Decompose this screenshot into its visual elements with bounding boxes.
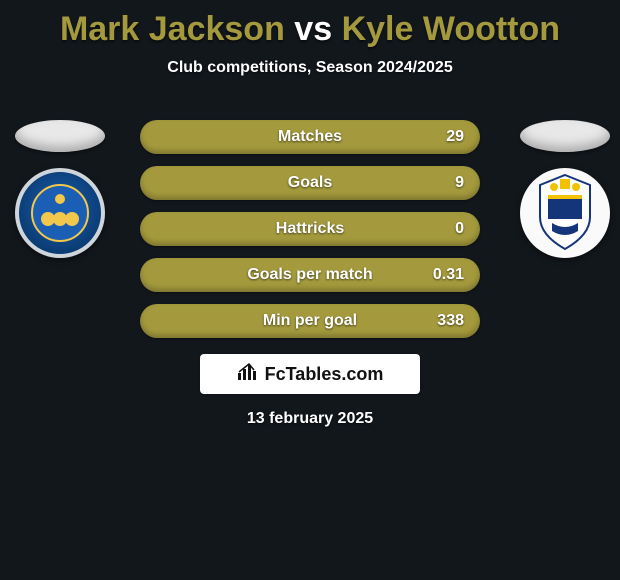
club-left-crest	[15, 168, 105, 258]
stat-label: Min per goal	[263, 312, 357, 330]
page-title: Mark Jackson vs Kyle Wootton	[0, 0, 620, 49]
stat-value-right: 9	[455, 174, 464, 192]
branding-text: FcTables.com	[265, 364, 384, 385]
chart-bars-icon	[237, 363, 259, 386]
player-left-silhouette	[15, 120, 105, 152]
stat-row-goals-per-match: Goals per match 0.31	[140, 258, 480, 292]
stat-label: Goals	[288, 174, 332, 192]
club-right-crest	[520, 168, 610, 258]
crest-icon	[530, 173, 600, 253]
stat-value-right: 0	[455, 220, 464, 238]
player-left-name: Mark Jackson	[60, 10, 285, 48]
subtitle: Club competitions, Season 2024/2025	[0, 59, 620, 77]
shield-icon	[30, 183, 90, 243]
branding-link[interactable]: FcTables.com	[200, 354, 420, 394]
stat-label: Goals per match	[247, 266, 372, 284]
date-label: 13 february 2025	[247, 410, 373, 428]
stat-row-hattricks: Hattricks 0	[140, 212, 480, 246]
stat-row-matches: Matches 29	[140, 120, 480, 154]
comparison-card: Mark Jackson vs Kyle Wootton Club compet…	[0, 0, 620, 580]
club-right	[520, 120, 610, 258]
club-left	[15, 120, 105, 258]
vs-separator: vs	[294, 10, 332, 48]
stat-value-right: 0.31	[433, 266, 464, 284]
stat-value-right: 338	[437, 312, 464, 330]
stat-label: Matches	[278, 128, 342, 146]
stat-label: Hattricks	[276, 220, 344, 238]
stat-row-min-per-goal: Min per goal 338	[140, 304, 480, 338]
stat-row-goals: Goals 9	[140, 166, 480, 200]
player-right-name: Kyle Wootton	[342, 10, 560, 48]
stats-list: Matches 29 Goals 9 Hattricks 0 Goals per…	[140, 120, 480, 350]
stat-value-right: 29	[446, 128, 464, 146]
player-right-silhouette	[520, 120, 610, 152]
